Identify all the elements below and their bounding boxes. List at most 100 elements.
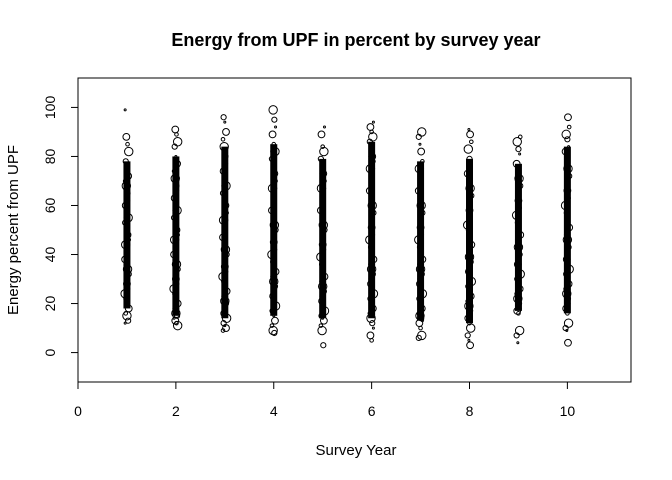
data-point (565, 329, 569, 333)
data-point (172, 241, 179, 248)
data-point (225, 162, 229, 166)
y-tick-label: 0 (42, 348, 58, 356)
data-point (319, 235, 323, 239)
data-point (316, 252, 326, 262)
data-point (465, 206, 474, 215)
data-point (171, 125, 180, 134)
data-point (417, 195, 423, 201)
data-point (465, 298, 471, 304)
point-cluster (514, 163, 522, 311)
data-point (122, 264, 133, 274)
data-point (467, 258, 474, 265)
y-axis-label: Energy percent from UPF (5, 145, 22, 315)
data-point (467, 274, 473, 279)
data-point (367, 244, 375, 251)
data-point (319, 192, 326, 199)
data-point (565, 262, 571, 267)
data-point (369, 338, 374, 343)
data-point (273, 178, 278, 184)
data-point (219, 167, 228, 176)
data-point (465, 183, 475, 194)
data-point (563, 271, 570, 278)
data-point (222, 324, 230, 332)
data-point (223, 120, 227, 124)
data-point (563, 209, 570, 216)
data-point (319, 169, 328, 178)
data-point (222, 176, 228, 181)
data-point (564, 159, 570, 164)
data-point (223, 251, 230, 258)
data-point (171, 168, 177, 174)
data-point (218, 271, 228, 282)
data-point (463, 144, 474, 154)
data-point (171, 259, 182, 270)
data-point (367, 223, 376, 232)
data-point (420, 181, 424, 185)
y-axis: 0 20 40 60 80 100 (42, 96, 79, 356)
data-point (466, 247, 471, 252)
data-point (416, 244, 424, 251)
data-point (513, 332, 520, 339)
data-point (318, 261, 326, 268)
data-point (367, 295, 374, 302)
data-point (371, 181, 375, 185)
data-point (172, 306, 177, 311)
data-point (271, 283, 279, 290)
data-point (270, 192, 277, 199)
data-point (417, 147, 426, 156)
data-point (414, 186, 423, 195)
data-point (562, 289, 572, 299)
data-point (564, 338, 572, 347)
data-point (125, 271, 132, 278)
data-point (563, 232, 569, 238)
data-point (419, 209, 426, 216)
x-tick-label: 6 (368, 403, 376, 419)
data-point (517, 205, 522, 211)
data-point (269, 220, 280, 230)
point-cluster (270, 144, 278, 316)
data-point (466, 178, 472, 184)
data-point (173, 182, 180, 189)
data-point (365, 164, 376, 174)
data-point (174, 266, 181, 273)
data-point (269, 307, 276, 315)
data-point (222, 260, 226, 264)
data-point (224, 210, 229, 216)
y-tick-label: 80 (42, 148, 58, 164)
data-point (464, 252, 475, 262)
data-point (270, 169, 279, 178)
data-point (221, 293, 226, 299)
data-point (417, 218, 421, 222)
data-point (369, 129, 374, 135)
data-point (124, 277, 128, 281)
data-point (221, 278, 228, 285)
data-point (318, 323, 324, 328)
data-point (271, 164, 275, 168)
data-point (368, 132, 378, 142)
data-point (319, 316, 328, 325)
point-cluster (466, 158, 474, 324)
data-point (269, 238, 278, 247)
data-point (566, 195, 571, 201)
data-point (316, 183, 327, 194)
data-point (468, 289, 472, 293)
data-point (466, 155, 473, 163)
data-point (365, 186, 374, 195)
data-point (367, 200, 377, 211)
data-point (514, 291, 519, 297)
data-point (272, 226, 279, 234)
point-cluster (368, 141, 376, 319)
data-point (469, 139, 474, 145)
data-point (320, 288, 327, 295)
data-point (127, 199, 131, 203)
data-point (222, 153, 229, 160)
data-point (220, 136, 226, 142)
data-point (271, 116, 278, 123)
data-point (564, 181, 568, 185)
data-point (218, 215, 229, 225)
y-tick-label: 60 (42, 197, 58, 213)
data-point (317, 130, 326, 139)
data-point (369, 255, 378, 264)
data-point (173, 272, 177, 276)
